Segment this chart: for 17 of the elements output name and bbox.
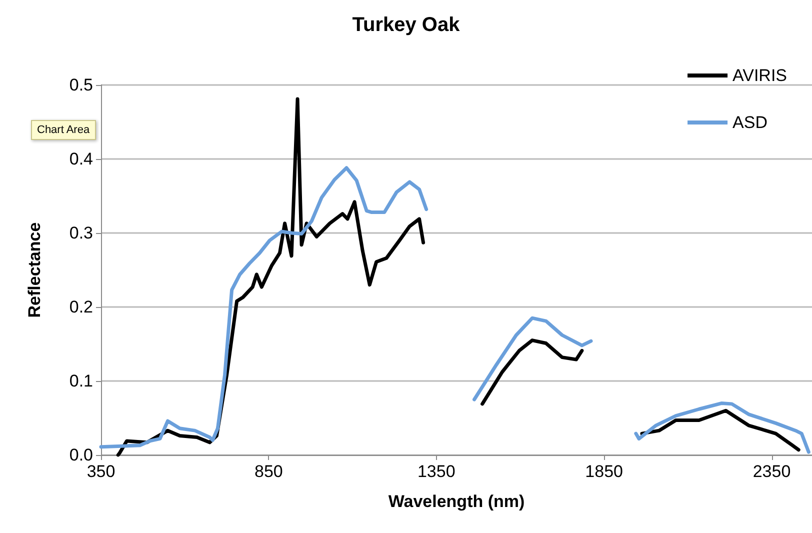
y-tick-label: 0.0 [69, 446, 93, 464]
y-tick-label: 0.3 [69, 224, 93, 242]
y-tick-label: 0.4 [69, 150, 93, 168]
legend-label: ASD [732, 113, 768, 132]
x-tick-label: 1350 [417, 462, 456, 481]
chart-title: Turkey Oak [352, 14, 461, 36]
tooltip-box: Chart Area [31, 120, 96, 140]
y-tick-label: 0.5 [69, 76, 93, 94]
legend-label: AVIRIS [732, 66, 788, 85]
x-tick-label: 1850 [585, 462, 623, 481]
x-tick-label: 350 [86, 462, 116, 481]
y-tick-label: 0.1 [69, 372, 93, 390]
y-axis-title: Reflectance [25, 222, 44, 318]
y-tick-label: 0.2 [69, 298, 93, 316]
x-axis-title: Wavelength (nm) [388, 492, 525, 511]
x-tick-label: 2350 [752, 462, 791, 481]
x-tick-label: 850 [254, 462, 283, 481]
